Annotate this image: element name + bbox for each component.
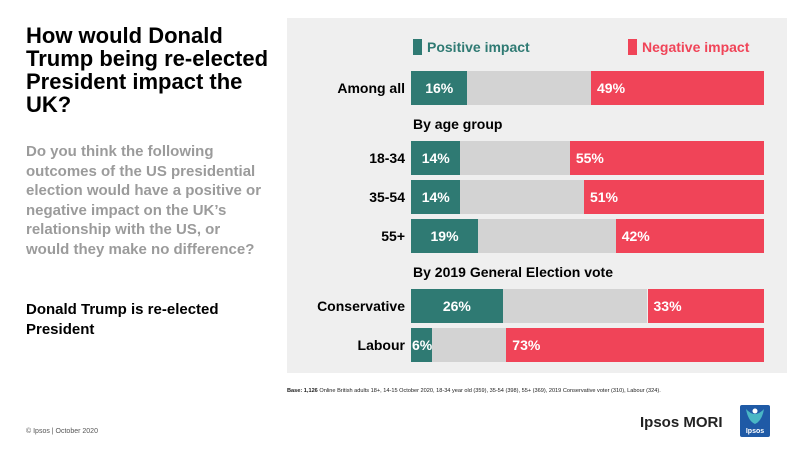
bar-neutral <box>502 289 648 323</box>
bar-positive <box>411 219 479 253</box>
legend-positive-label: Positive impact <box>427 39 530 55</box>
group-heading: By age group <box>413 116 503 132</box>
data-label-positive: 14% <box>421 189 450 205</box>
ipsos-logo: Ipsos <box>740 405 770 437</box>
data-label-negative: 42% <box>621 228 650 244</box>
data-label-positive: 14% <box>421 150 450 166</box>
data-label-negative: 33% <box>653 298 682 314</box>
bar-negative <box>647 289 764 323</box>
bar-positive <box>411 71 468 105</box>
copyright: © Ipsos | October 2020 <box>26 428 98 435</box>
row-label: Among all <box>337 80 405 96</box>
chart-panel: Positive impact Negative impact Among al… <box>287 18 787 373</box>
base-text: Online British adults 18+, 14-15 October… <box>317 388 661 394</box>
bar-positive <box>411 141 461 175</box>
legend-positive: Positive impact <box>413 39 530 55</box>
legend-negative-label: Negative impact <box>642 39 750 55</box>
row-label: Conservative <box>317 298 405 314</box>
row-label: Labour <box>357 337 405 353</box>
bar-positive <box>411 289 503 323</box>
bar-negative <box>569 141 764 175</box>
bar-neutral <box>460 180 584 214</box>
bar-negative <box>591 71 764 105</box>
bar-neutral <box>460 141 570 175</box>
ipsos-logo-mark-icon <box>746 408 764 424</box>
page-title: How would Donald Trump being re-elected … <box>26 23 269 117</box>
row-label: 18-34 <box>369 150 405 166</box>
bar-neutral <box>432 328 507 362</box>
bar-neutral <box>467 71 592 105</box>
bar-positive <box>411 180 461 214</box>
data-label-negative: 55% <box>575 150 604 166</box>
data-label-negative: 49% <box>597 80 626 96</box>
row-label: 55+ <box>381 228 405 244</box>
data-label-negative: 73% <box>512 337 541 353</box>
bar-negative <box>615 219 764 253</box>
data-label-positive: 16% <box>425 80 454 96</box>
legend-negative-swatch <box>628 39 637 55</box>
legend-positive-swatch <box>413 39 422 55</box>
group-heading: By 2019 General Election vote <box>413 264 613 280</box>
legend-negative: Negative impact <box>628 39 749 55</box>
data-label-positive: 19% <box>430 228 459 244</box>
ipsos-logo-box-text: Ipsos <box>745 428 765 435</box>
question-text: Do you think the following outcomes of t… <box>26 143 262 258</box>
bar-positive <box>411 328 433 362</box>
base-note: Base: 1,126 Online British adults 18+, 1… <box>287 388 787 394</box>
base-label: Base: 1,126 <box>287 388 318 394</box>
bar-negative <box>583 180 764 214</box>
ipsos-mori-logo-text: Ipsos MORI <box>640 414 723 431</box>
bar-negative <box>506 328 764 362</box>
statement-text: Donald Trump is re-elected President <box>26 301 219 338</box>
row-label: 35-54 <box>369 189 405 205</box>
bar-neutral <box>478 219 616 253</box>
data-label-negative: 51% <box>589 189 618 205</box>
data-label-positive: 6% <box>412 337 433 353</box>
data-label-positive: 26% <box>442 298 471 314</box>
